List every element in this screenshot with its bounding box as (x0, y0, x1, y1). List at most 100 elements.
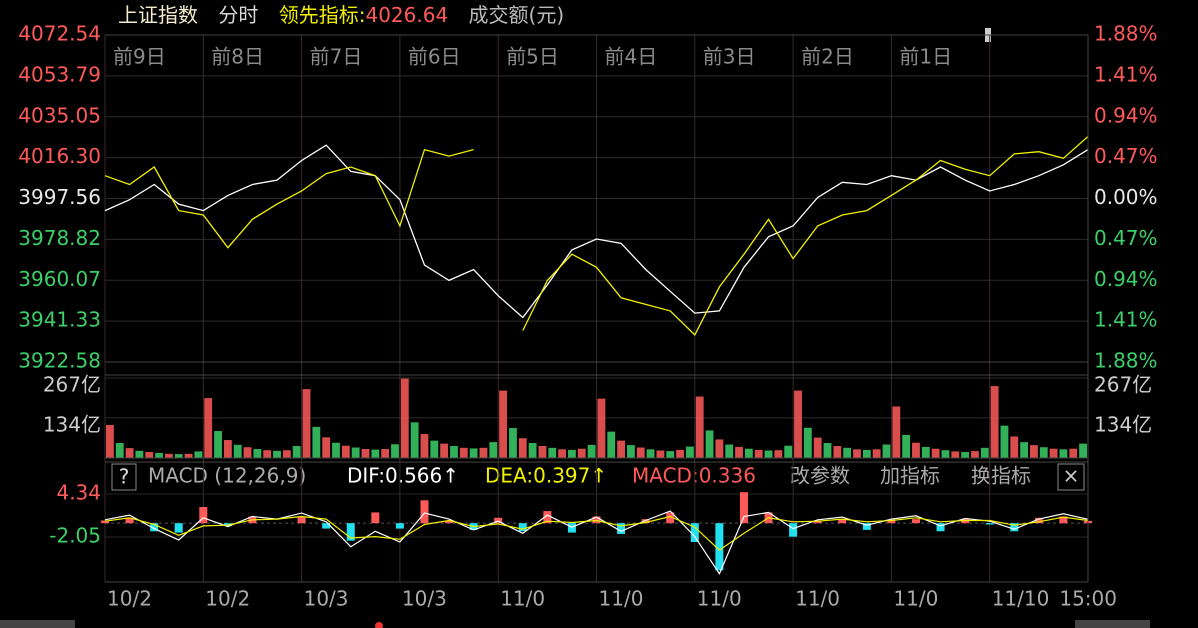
volume-bar (509, 428, 517, 458)
x-tick-label: 11/0 (893, 587, 938, 611)
volume-bar (1030, 445, 1038, 458)
macd-bar (690, 523, 699, 543)
volume-bar (892, 406, 901, 458)
volume-bar (912, 442, 920, 458)
macd-bar (1034, 517, 1043, 524)
day-label: 前6日 (408, 45, 461, 69)
volume-bar (214, 431, 222, 458)
x-tick-label: 11/0 (795, 587, 840, 611)
volume-bar (184, 453, 193, 458)
volume-bar (685, 446, 694, 458)
y2-tick-label: 0.47% (1094, 226, 1158, 250)
y-tick-label: 4016.30 (18, 144, 101, 168)
help-button[interactable]: ? (119, 465, 130, 489)
lead-value: 4026.64 (365, 3, 448, 27)
macd-bar (739, 492, 748, 524)
volume-bar (125, 448, 134, 458)
volume-bar (902, 434, 911, 458)
volume-bar (263, 450, 272, 458)
macd-bar (150, 523, 159, 532)
volume-bar (695, 396, 704, 458)
y2-tick-label: 0.94% (1094, 267, 1158, 291)
add-indicator[interactable]: 加指标 (880, 464, 940, 488)
price-line (104, 144, 1089, 319)
volume-bar (302, 389, 311, 458)
day-label: 前2日 (801, 45, 854, 69)
y-tick-label: 3941.33 (18, 308, 101, 332)
macd-bar (789, 523, 798, 537)
volume-bar (823, 443, 832, 458)
x-tick-label: 11/0 (697, 587, 742, 611)
volume-bar (243, 447, 252, 458)
volume-bar (440, 443, 449, 458)
x-tick-label: 11/0 (500, 587, 545, 611)
volume-bar (341, 445, 350, 458)
volume-bar (725, 444, 734, 458)
close-box[interactable] (1057, 463, 1085, 491)
volume-bar (784, 445, 793, 458)
volume-bar (312, 426, 321, 458)
status-dot (375, 622, 383, 628)
help-box[interactable] (111, 463, 137, 491)
macd-bar (223, 523, 232, 526)
volume-bar (145, 452, 154, 458)
volume-bar (322, 437, 331, 458)
macd-bar (199, 507, 208, 524)
volume-bar (548, 447, 557, 458)
volume-bar (803, 427, 812, 458)
volume-bar (941, 450, 950, 458)
volume-bar (253, 449, 262, 458)
macd-bar (961, 519, 970, 524)
volume-bar (764, 450, 773, 458)
macd-bar (445, 520, 454, 524)
volume-bar (479, 447, 488, 458)
volume-bar (794, 390, 802, 458)
volume-bar (371, 449, 380, 458)
macd-bar (862, 523, 871, 530)
volume-bar (528, 443, 537, 458)
volume-bar (273, 450, 281, 458)
volume-bar (1059, 449, 1068, 458)
macd-bar (395, 523, 404, 529)
macd-bar (567, 523, 576, 533)
volume-bar (1010, 436, 1019, 458)
swap-indicator[interactable]: 换指标 (971, 464, 1031, 488)
volume-bar (223, 440, 232, 458)
x-tick-label: 10/3 (402, 587, 447, 611)
volume-bar (174, 454, 183, 458)
volume-bar (921, 446, 930, 458)
status-bar (1075, 620, 1150, 628)
edit-params[interactable]: 改参数 (790, 464, 850, 488)
y2-tick-label: 1.88% (1094, 349, 1158, 373)
y-tick-label: -2.05 (49, 523, 101, 547)
close-button[interactable]: × (1063, 464, 1080, 488)
volume-bar (292, 446, 301, 458)
x-tick-label: 10/3 (304, 587, 349, 611)
x-tick-label: 10/2 (205, 587, 250, 611)
volume-bar (194, 451, 203, 458)
volume-bar (577, 448, 586, 458)
volume-bar (410, 422, 419, 458)
period[interactable]: 分时 (218, 3, 258, 27)
volume-bar (597, 398, 606, 458)
volume-bar (676, 449, 684, 458)
volume-bar (833, 446, 842, 458)
macd-bar (1059, 516, 1068, 524)
volume-bar (853, 449, 861, 458)
y-tick-label: 4053.79 (18, 62, 101, 86)
volume-bar (538, 446, 547, 458)
volume-bar (636, 447, 645, 458)
volume-bar (450, 446, 458, 458)
macd-line (104, 515, 1089, 551)
index-name: 上证指数 (118, 3, 198, 27)
volume-bar (499, 390, 508, 458)
x-tick-label: 10/2 (107, 587, 152, 611)
volume-bar (282, 450, 291, 458)
y-tick-label: 4.34 (56, 480, 101, 504)
macd-bar (420, 500, 429, 524)
volume-bar (469, 448, 478, 458)
volume-bar (381, 449, 390, 458)
indicator-name[interactable]: MACD (12,26,9) (148, 464, 306, 488)
volume-bar (430, 440, 439, 458)
